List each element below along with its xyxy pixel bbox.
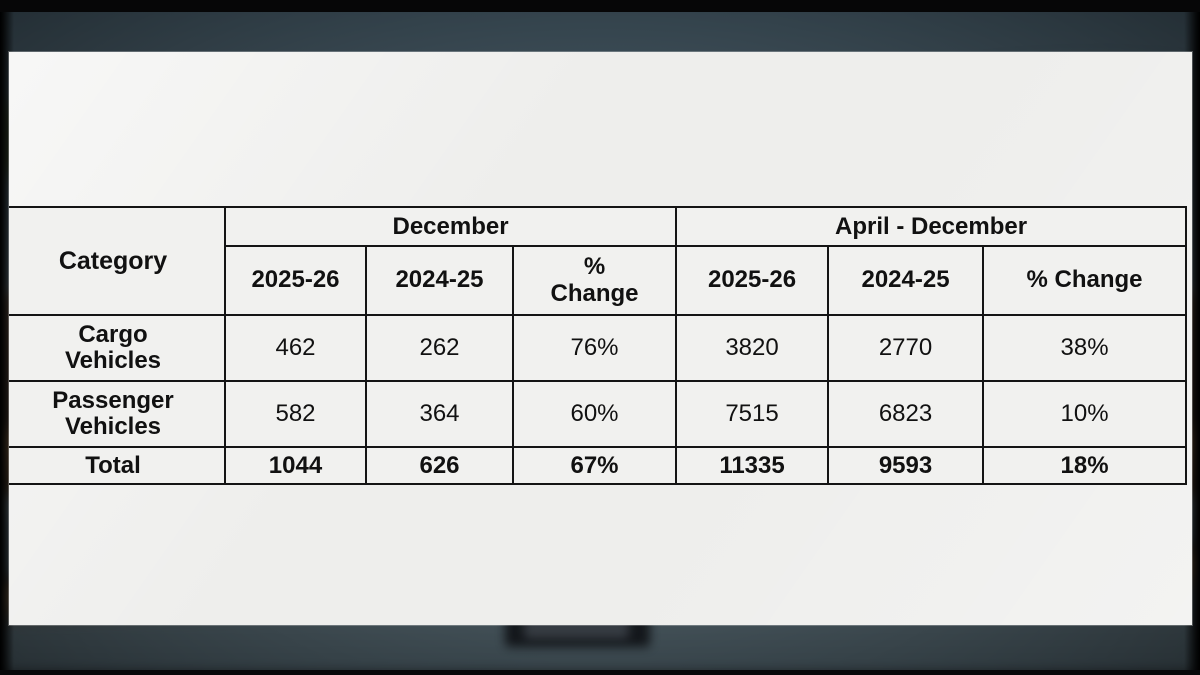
column-header-dec-percent-change: % Change — [511, 245, 678, 316]
cell-cargo-ytd-2025-26: 3820 — [675, 314, 830, 382]
cell-total-dec-2025-26: 1044 — [224, 446, 367, 485]
row-label-passenger-vehicles: Passenger Vehicles — [9, 380, 226, 448]
column-header-dec-2025-26: 2025-26 — [224, 245, 367, 316]
column-header-ytd-2025-26: 2025-26 — [675, 245, 830, 316]
column-group-header-december: December — [223, 206, 678, 247]
column-header-dec-2024-25: 2024-25 — [365, 245, 514, 316]
cell-passenger-ytd-2024-25: 6823 — [827, 380, 985, 448]
table-head: Category December April - December 2025-… — [9, 206, 1188, 316]
cell-total-ytd-2024-25: 9593 — [827, 446, 985, 485]
row-label-line-2: Vehicles — [64, 347, 162, 374]
cell-passenger-dec-change: 60% — [511, 380, 678, 448]
cell-cargo-dec-2025-26: 462 — [224, 314, 367, 382]
table-body: Cargo Vehicles 462 262 76% 3820 2770 38%… — [9, 314, 1188, 485]
cell-total-dec-2024-25: 626 — [365, 446, 514, 485]
column-group-header-april-december: April - December — [675, 206, 1188, 247]
percent-change-line-2: Change — [550, 279, 639, 307]
letterbox-top-bar — [0, 0, 1200, 12]
row-label-total: Total — [9, 446, 226, 485]
cell-cargo-ytd-2024-25: 2770 — [827, 314, 985, 382]
cell-total-dec-change: 67% — [511, 446, 678, 485]
cell-cargo-dec-2024-25: 262 — [365, 314, 514, 382]
table-total-row: Total 1044 626 67% 11335 9593 18% — [9, 446, 1188, 485]
column-header-ytd-2024-25: 2024-25 — [827, 245, 985, 316]
letterbox-bottom-bar — [0, 670, 1200, 675]
cell-passenger-ytd-2025-26: 7515 — [675, 380, 830, 448]
percent-change-line-1: % — [583, 252, 606, 280]
row-label-line-1: Cargo — [78, 321, 148, 349]
table-container: Category December April - December 2025-… — [9, 206, 1192, 485]
cell-passenger-dec-2024-25: 364 — [365, 380, 514, 448]
cell-cargo-ytd-change: 38% — [982, 314, 1188, 382]
row-label-cargo-vehicles: Cargo Vehicles — [9, 314, 226, 382]
table-row: Passenger Vehicles 582 364 60% 7515 6823… — [9, 380, 1188, 448]
row-label-line-2: Vehicles — [64, 413, 162, 440]
table-group-header-row: Category December April - December — [9, 206, 1188, 316]
auto-sales-table: Category December April - December 2025-… — [9, 206, 1188, 485]
cell-total-ytd-2025-26: 11335 — [675, 446, 830, 485]
column-header-ytd-percent-change: % Change — [982, 245, 1188, 316]
table-sub-header-row: 2025-26 2024-25 % Change 2025-26 2024-25… — [9, 245, 1188, 316]
row-label-line-1: Passenger — [52, 387, 174, 415]
table-row: Cargo Vehicles 462 262 76% 3820 2770 38% — [9, 314, 1188, 382]
column-header-category: Category — [9, 206, 226, 316]
table-card: AUTO SALES Category December April - Dec… — [9, 52, 1192, 625]
cell-passenger-ytd-change: 10% — [982, 380, 1188, 448]
cell-cargo-dec-change: 76% — [511, 314, 678, 382]
cell-passenger-dec-2025-26: 582 — [224, 380, 367, 448]
cell-total-ytd-change: 18% — [982, 446, 1188, 485]
